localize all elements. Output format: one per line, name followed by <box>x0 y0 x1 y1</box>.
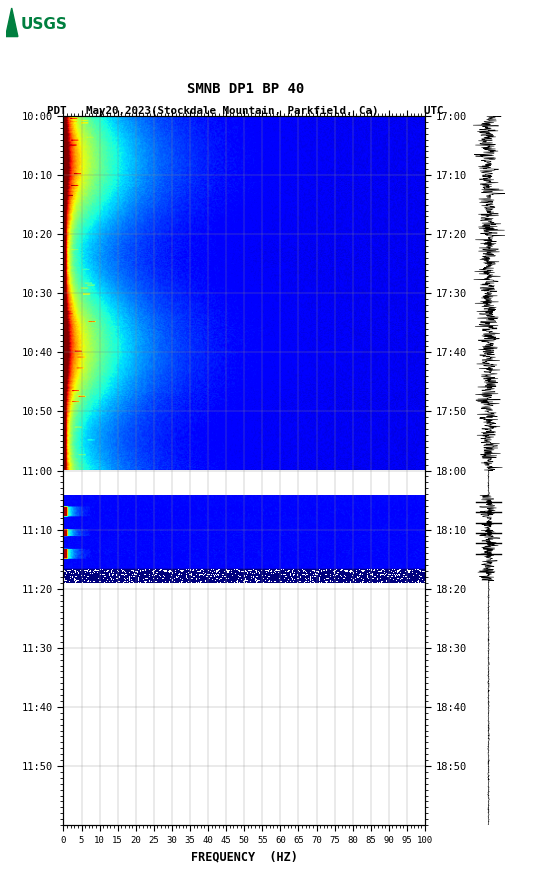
Text: PDT   May20,2023(Stockdale Mountain, Parkfield, Ca)       UTC: PDT May20,2023(Stockdale Mountain, Parkf… <box>47 106 444 116</box>
Text: USGS: USGS <box>21 17 68 31</box>
X-axis label: FREQUENCY  (HZ): FREQUENCY (HZ) <box>191 850 298 863</box>
Polygon shape <box>6 8 18 37</box>
Text: SMNB DP1 BP 40: SMNB DP1 BP 40 <box>187 82 304 96</box>
